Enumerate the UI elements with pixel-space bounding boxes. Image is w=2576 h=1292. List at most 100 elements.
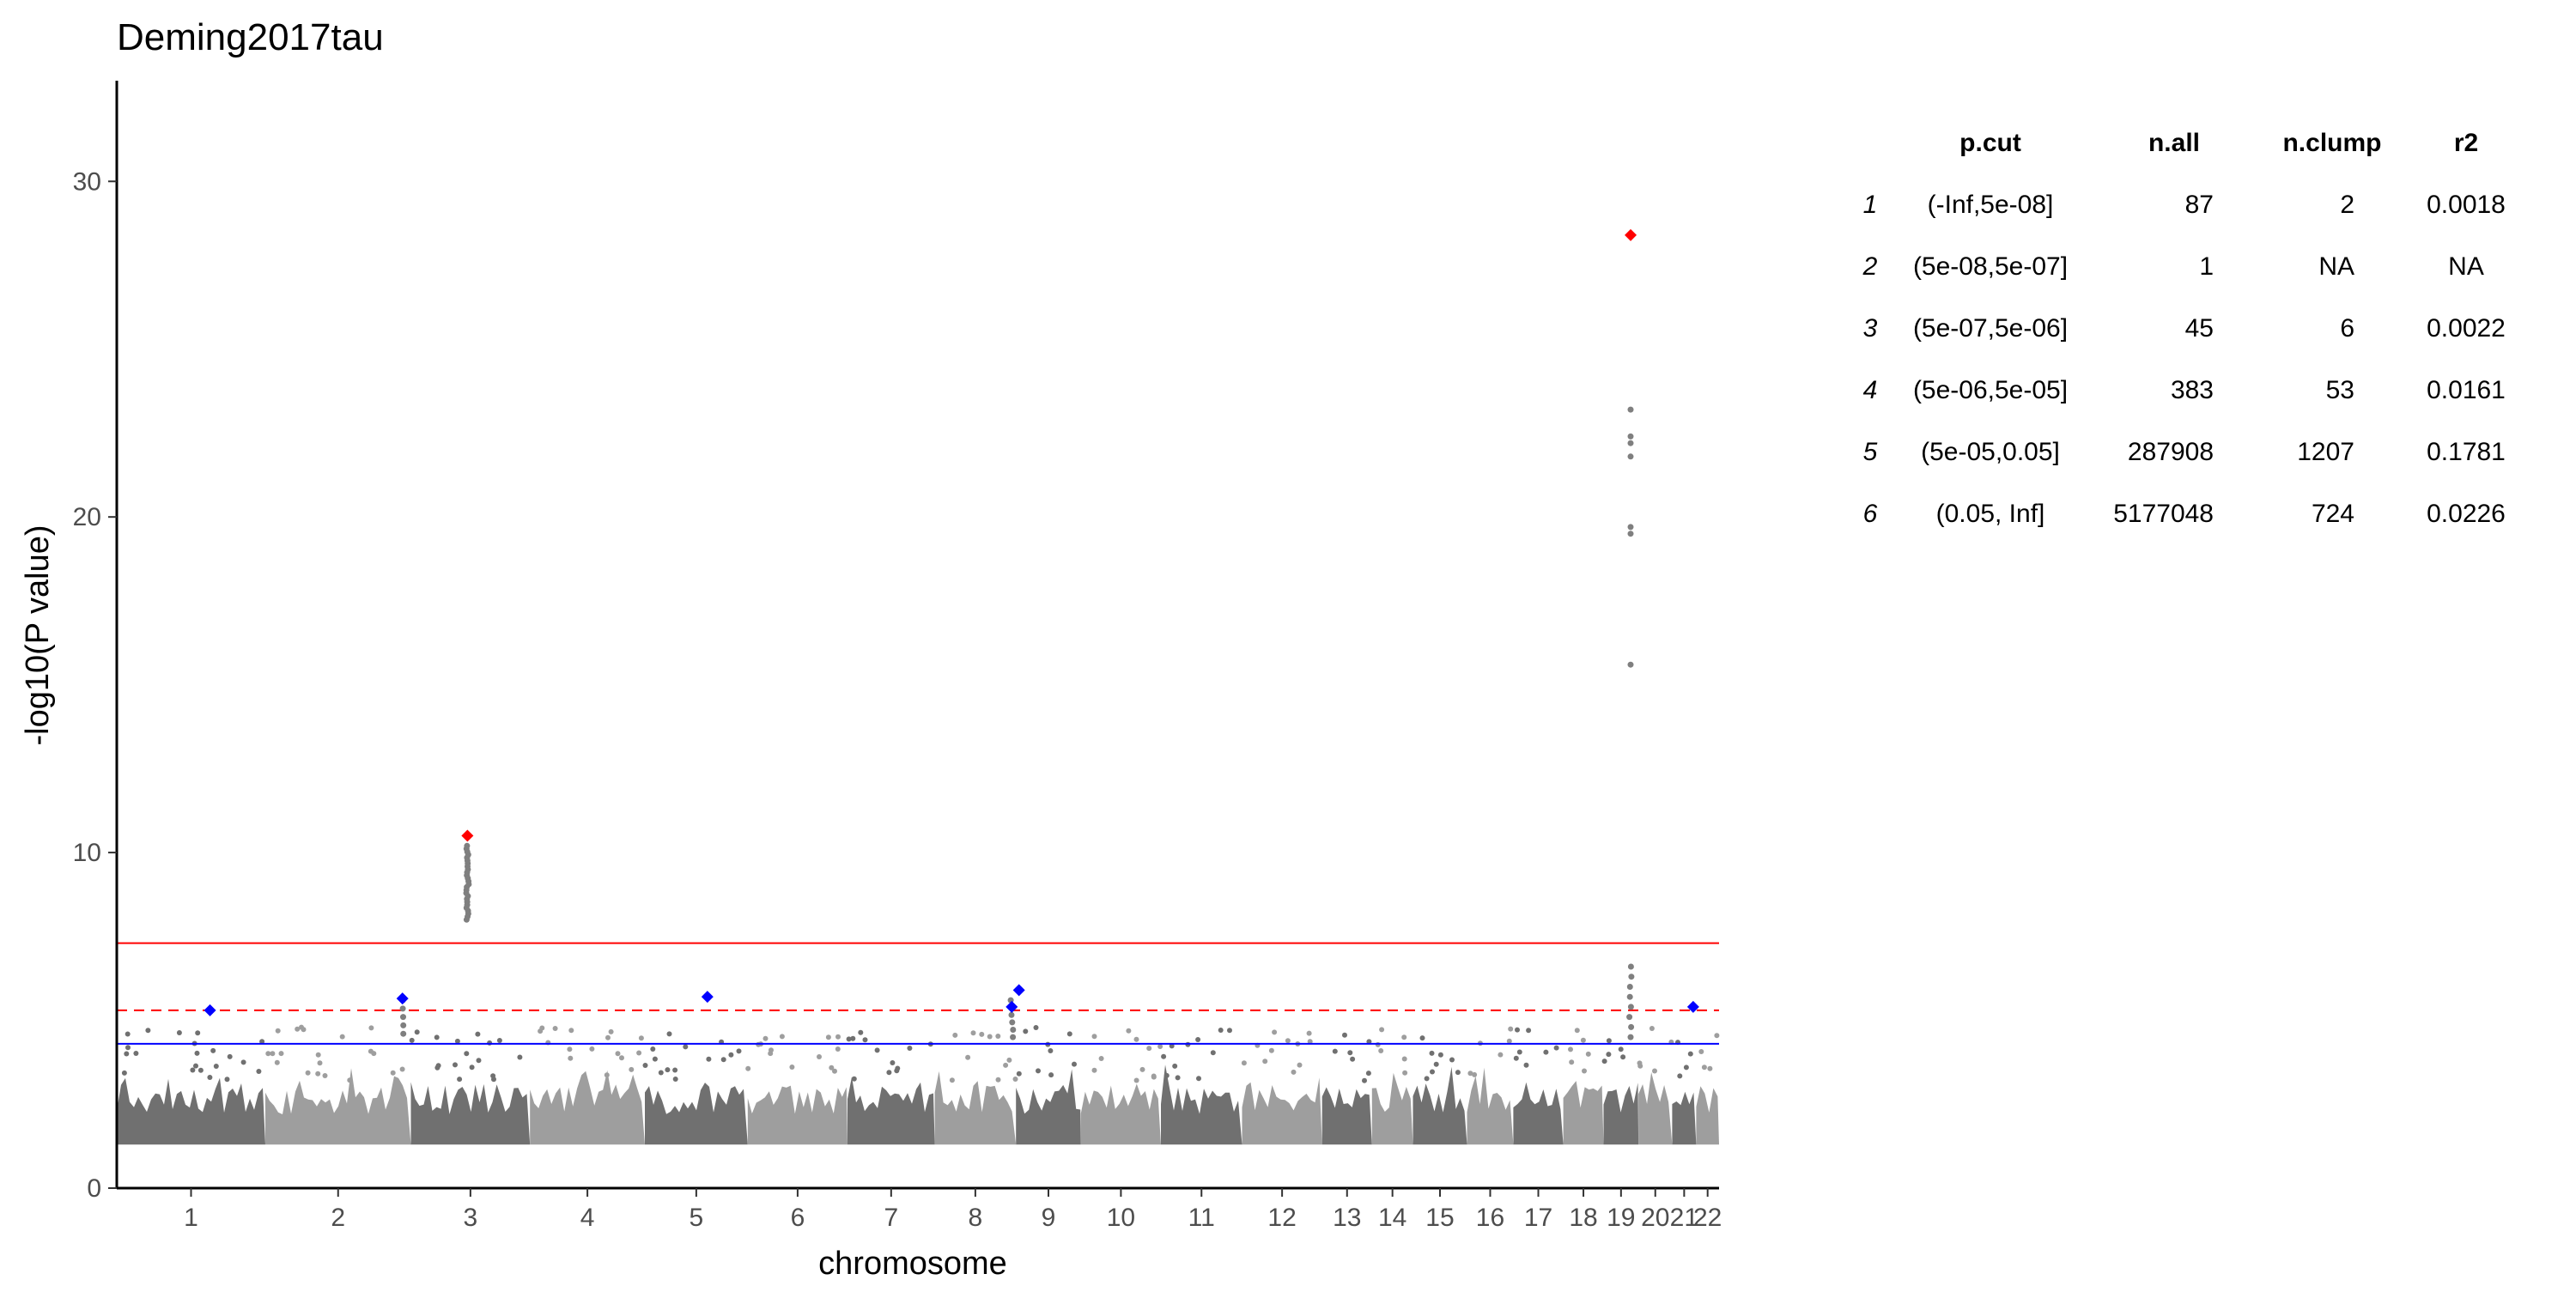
snp-point [399,1005,406,1012]
snp-point [568,1055,574,1061]
snp-point [1543,1049,1549,1055]
snp-point [1006,1057,1012,1063]
background-points-layer [117,1024,1720,1145]
snp-point [1455,1070,1461,1076]
snp-point [1582,1068,1587,1074]
snp-point [1467,1071,1473,1077]
background-band-chr15 [1413,1066,1467,1145]
table-row-index: 3 [1863,314,1878,343]
snp-point [1419,1035,1425,1041]
snp-point [1626,993,1633,1000]
snp-point [604,1072,610,1078]
snp-point [1677,1073,1683,1079]
snp-point [1332,1048,1338,1054]
snp-point [886,1070,892,1076]
snp-point [469,1065,475,1071]
snp-point [278,1051,284,1057]
snp-point [987,1034,993,1040]
snp-point [1072,1061,1077,1067]
x-tick-label: 3 [464,1204,478,1232]
snp-point [270,1051,276,1057]
snp-point [605,1034,611,1040]
snp-point [1196,1076,1201,1082]
snp-point [491,1077,496,1083]
snp-point [1585,1051,1591,1057]
table-header: n.all [2148,129,2200,157]
background-band-chr10 [1080,1083,1161,1145]
x-tick-label: 15 [1425,1204,1454,1232]
snp-point [658,1070,664,1076]
snp-point [125,1045,131,1051]
snp-point [1627,963,1634,970]
snp-point [315,1071,321,1077]
snp-point [1175,1075,1181,1081]
background-band-chr4 [530,1070,645,1145]
snp-point [1707,1065,1713,1071]
background-band-chr2 [265,1068,411,1145]
summary-table: p.cut n.all n.clump r2 1 (-Inf,5e-08] 87 2 0.001… [1862,129,2506,528]
table-header: p.cut [1959,129,2021,157]
snp-point [193,1063,198,1069]
snp-point [890,1060,896,1065]
snp-point [194,1050,200,1056]
background-band-chr16 [1467,1067,1514,1145]
snp-point [399,1066,405,1072]
snp-point [1618,1046,1624,1052]
snp-point [1628,1023,1635,1030]
snp-point [121,1070,127,1076]
snp-point [1133,1077,1139,1083]
snp-point [1172,1063,1178,1069]
background-band-chr7 [848,1077,935,1145]
table-cell: 45 [2185,314,2214,343]
table-cell: 383 [2171,376,2214,404]
snp-point [1133,1036,1139,1042]
snp-point [1362,1077,1367,1083]
snp-point [1649,1026,1655,1031]
snp-point [1698,1049,1704,1054]
snp-point [728,1052,734,1058]
x-tick-label: 12 [1267,1204,1296,1232]
snp-point [1430,1069,1435,1075]
snp-point [1498,1052,1504,1058]
background-band-chr13 [1321,1087,1372,1145]
snp-point [1627,524,1634,531]
background-band-chr1 [117,1077,265,1145]
background-band-chr6 [747,1085,848,1145]
snp-point [299,1024,304,1030]
snp-point [862,1037,868,1043]
table-cell: 0.0018 [2427,191,2506,219]
snp-point [1574,1028,1580,1034]
lead-snp-marker [461,829,474,842]
snp-point [322,1073,328,1078]
table-cell: 0.1781 [2427,438,2506,466]
snp-point [227,1053,233,1059]
snp-point [496,1038,502,1043]
snp-point [1350,1056,1356,1062]
snp-point [295,1026,301,1032]
background-band-chr5 [645,1083,748,1145]
snp-point [487,1040,493,1046]
lead-snp-marker [1686,1000,1699,1013]
x-tick-label: 21 [1670,1204,1698,1232]
background-band-chr19 [1603,1083,1639,1145]
snp-point [274,1059,280,1065]
snp-point [736,1048,742,1054]
x-tick-label: 6 [791,1204,805,1232]
snp-point [874,1047,880,1053]
snp-point [1139,1066,1145,1072]
table-row-index: 4 [1863,376,1878,404]
snp-point [1048,1072,1054,1078]
snp-point [1342,1032,1347,1038]
snp-point [779,1034,785,1040]
snp-point [1306,1030,1312,1036]
snp-point [949,1077,955,1083]
background-band-chr12 [1242,1077,1322,1145]
x-tick-label: 18 [1569,1204,1597,1232]
snp-point [1036,1068,1041,1074]
table-cell: NA [2318,252,2354,281]
x-tick-label: 19 [1607,1204,1635,1232]
snp-point [1401,1056,1407,1062]
snp-point [1262,1058,1268,1065]
snp-point [1429,1050,1435,1056]
